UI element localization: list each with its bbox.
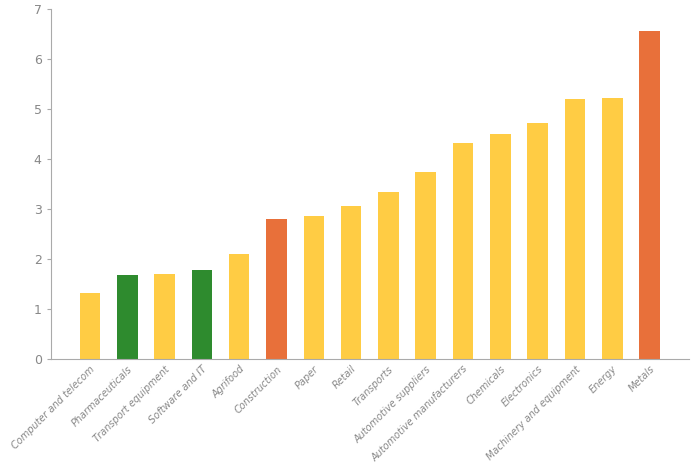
Bar bbox=[304, 216, 324, 359]
Bar bbox=[602, 98, 622, 359]
Bar bbox=[117, 275, 138, 359]
Bar bbox=[341, 205, 362, 359]
Bar bbox=[378, 191, 398, 359]
Bar bbox=[416, 172, 436, 359]
Bar bbox=[640, 31, 660, 359]
Bar bbox=[453, 143, 473, 359]
Bar bbox=[527, 123, 548, 359]
Bar bbox=[80, 292, 100, 359]
Bar bbox=[192, 270, 212, 359]
Bar bbox=[229, 254, 249, 359]
Bar bbox=[565, 99, 585, 359]
Bar bbox=[266, 219, 287, 359]
Bar bbox=[155, 274, 175, 359]
Bar bbox=[490, 134, 511, 359]
